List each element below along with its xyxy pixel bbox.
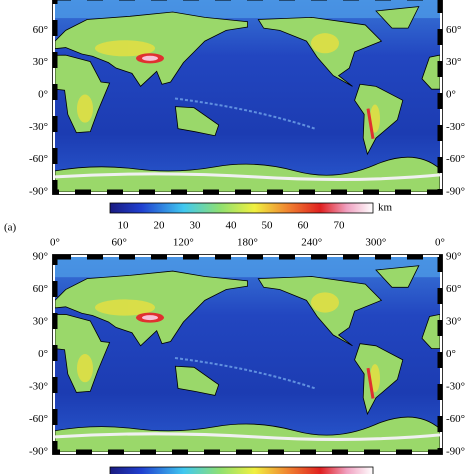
lon-label: 60° <box>111 237 126 249</box>
lat-label: 30° <box>33 316 48 328</box>
lat-label: 0° <box>38 348 48 360</box>
lat-label: 30° <box>446 316 461 328</box>
lat-label: 0° <box>38 89 48 101</box>
lat-label: 60° <box>33 24 48 36</box>
lat-label: 90° <box>33 251 48 263</box>
lon-label: 0° <box>435 237 445 249</box>
lat-label: -90° <box>29 186 48 198</box>
lon-label: 0° <box>50 237 60 249</box>
map-panel-2 <box>52 254 443 474</box>
panel-caption: (a) <box>4 222 17 234</box>
lat-label: 30° <box>446 56 461 68</box>
lat-label: -30° <box>446 121 465 133</box>
colorbar-tick-label: 40 <box>226 220 238 232</box>
lon-label: 300° <box>365 237 386 249</box>
lat-label: 60° <box>33 283 48 295</box>
lat-label: -30° <box>446 381 465 393</box>
colorbar-tick-label: 20 <box>154 220 166 232</box>
lat-label: -30° <box>29 121 48 133</box>
lat-label: 0° <box>446 348 456 360</box>
lat-label: 60° <box>446 283 461 295</box>
lon-label: 240° <box>301 237 322 249</box>
lat-label: -90° <box>29 446 48 458</box>
colorbar <box>109 466 374 474</box>
colorbar-tick-label: 10 <box>118 220 130 232</box>
lat-label: -60° <box>29 413 48 425</box>
lat-label: -60° <box>29 153 48 165</box>
map-panel-1 <box>52 0 443 214</box>
lat-label: -30° <box>29 381 48 393</box>
lat-label: -90° <box>446 186 465 198</box>
lat-label: 30° <box>33 56 48 68</box>
lat-label: -90° <box>446 446 465 458</box>
colorbar <box>109 202 374 214</box>
colorbar-tick-label: 70 <box>334 220 346 232</box>
lat-label: -60° <box>446 153 465 165</box>
lon-label: 180° <box>237 237 258 249</box>
lat-label: 90° <box>446 251 461 263</box>
colorbar-tick-label: 50 <box>262 220 274 232</box>
lat-label: 0° <box>446 89 456 101</box>
lat-label: 60° <box>446 24 461 36</box>
colorbar-unit: km <box>378 202 393 214</box>
lon-label: 120° <box>173 237 194 249</box>
lat-label: -60° <box>446 413 465 425</box>
colorbar-tick-label: 60 <box>298 220 310 232</box>
colorbar-tick-label: 30 <box>190 220 202 232</box>
